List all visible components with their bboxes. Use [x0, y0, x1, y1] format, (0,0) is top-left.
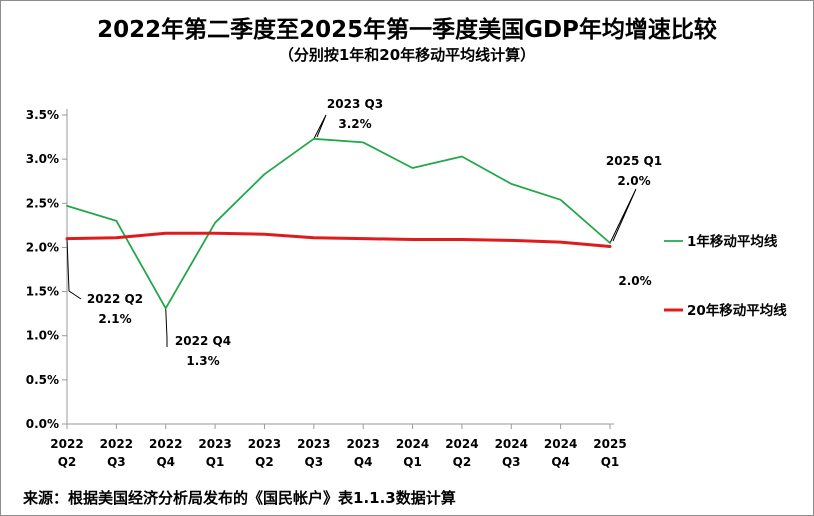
x-tick-year: 2022: [149, 437, 182, 451]
y-tick-label: 3.5%: [26, 108, 59, 122]
series-20yr-line: [65, 231, 612, 248]
y-tick-label: 1.0%: [26, 329, 59, 343]
y-tick-label: 0.5%: [26, 373, 59, 387]
series-lines: [65, 137, 612, 310]
y-tick-label: 2.5%: [26, 196, 59, 210]
x-tick-quarter: Q3: [305, 455, 324, 469]
x-tick-quarter: Q1: [601, 455, 620, 469]
x-tick-year: 2023: [248, 437, 281, 451]
annotation-leader: [165, 308, 168, 347]
chart-title: 2022年第二季度至2025年第一季度美国GDP年均增速比较: [97, 17, 717, 43]
x-tick-quarter: Q1: [403, 455, 422, 469]
annotation-period: 2025 Q1: [606, 154, 662, 168]
chart-subtitle: （分别按1年和20年移动平均线计算）: [278, 46, 536, 64]
x-tick-year: 2022: [100, 437, 133, 451]
x-tick-quarter: Q4: [156, 455, 175, 469]
annotation-leaders: [66, 114, 637, 347]
annotation-value: 1.3%: [186, 354, 219, 368]
x-tick-year: 2025: [593, 437, 626, 451]
y-tick-label: 0.0%: [26, 417, 59, 431]
annotation-leader: [66, 238, 82, 300]
annotation-labels: 2022 Q2 2.1% 2022 Q4 1.3% 2023 Q3 3.2% 2025 Q1…: [87, 97, 662, 368]
source-note: 来源：根据美国经济分析局发布的《国民帐户》表1.1.3数据计算: [23, 489, 456, 507]
x-tick-year: 2024: [495, 437, 528, 451]
x-tick-year: 2024: [445, 437, 478, 451]
x-tick-quarter: Q4: [354, 455, 373, 469]
y-tick-label: 3.0%: [26, 152, 59, 166]
x-tick-year: 2023: [346, 437, 379, 451]
x-tick-quarter: Q1: [206, 455, 225, 469]
y-tick-label: 2.0%: [26, 240, 59, 254]
x-tick-year: 2023: [297, 437, 330, 451]
annotation-period: 2022 Q2: [87, 292, 143, 306]
y-tick-label: 1.5%: [26, 285, 59, 299]
series-1yr-line: [66, 137, 611, 310]
annotation-period: 2023 Q3: [327, 97, 383, 111]
annotation-value: 2.1%: [98, 312, 131, 326]
x-tick-year: 2024: [396, 437, 429, 451]
annotation-value: 2.0%: [617, 174, 650, 188]
x-tick-quarter: Q2: [58, 455, 77, 469]
x-tick-quarter: Q2: [453, 455, 472, 469]
annotation-leader: [313, 114, 327, 140]
annotation-value: 2.0%: [618, 274, 651, 288]
annotation-leader: [609, 188, 637, 244]
axes: 0.0% 0.5% 1.0% 1.5% 2.0% 2.5% 3.0% 3.5% 2022 Q2 20…: [26, 108, 627, 469]
x-tick-quarter: Q4: [551, 455, 570, 469]
legend: 1年移动平均线 20年移动平均线: [664, 233, 787, 319]
x-tick-quarter: Q2: [255, 455, 274, 469]
x-tick-quarter: Q3: [107, 455, 126, 469]
x-tick-year: 2022: [50, 437, 83, 451]
x-tick-year: 2023: [198, 437, 231, 451]
legend-20yr-label: 20年移动平均线: [687, 302, 787, 319]
annotation-value: 3.2%: [338, 117, 371, 131]
legend-1yr-label: 1年移动平均线: [687, 233, 778, 250]
x-tick-year: 2024: [544, 437, 577, 451]
annotation-period: 2022 Q4: [175, 334, 231, 348]
x-tick-quarter: Q3: [502, 455, 521, 469]
